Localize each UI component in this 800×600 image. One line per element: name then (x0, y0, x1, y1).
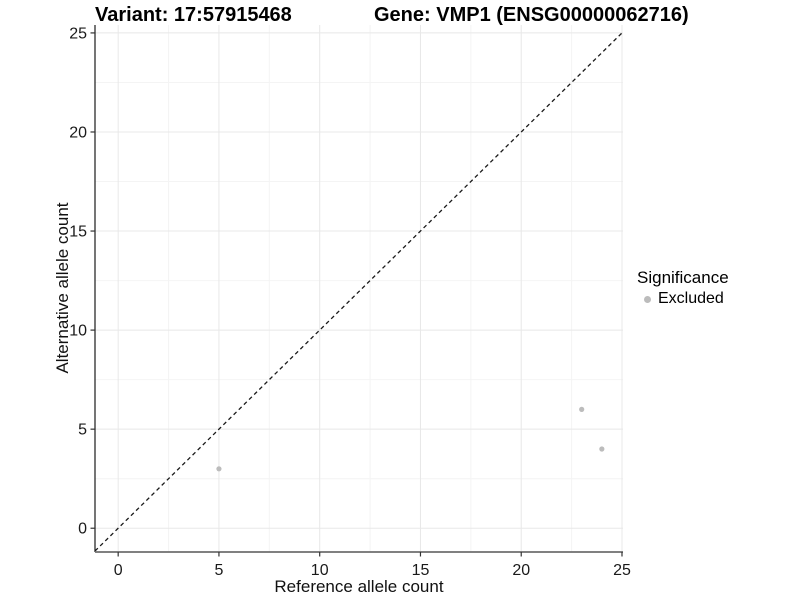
x-tick-label: 25 (613, 562, 631, 579)
data-point (216, 466, 222, 472)
x-axis-title: Reference allele count (274, 577, 444, 596)
legend-key (636, 290, 658, 308)
identity-dashed-line (94, 31, 624, 552)
legend-title: Significance (637, 268, 729, 287)
legend-point-icon (643, 295, 651, 303)
y-tick-label: 10 (69, 323, 87, 340)
legend-item-excluded: Excluded (637, 290, 729, 308)
x-tick-label: 10 (311, 562, 329, 579)
y-tick-label: 20 (69, 124, 87, 141)
y-tick-label: 0 (78, 521, 87, 538)
plot-title-gene: Gene: VMP1 (ENSG00000062716) (374, 4, 689, 26)
x-tick-label: 15 (412, 562, 430, 579)
y-tick-label: 15 (69, 224, 87, 241)
y-axis-title: Alternative allele count (53, 202, 72, 374)
y-tick-label: 25 (69, 25, 87, 42)
legend-item-label: Excluded (658, 290, 724, 307)
y-tick-label: 5 (78, 422, 87, 439)
x-tick-label: 5 (214, 562, 223, 579)
plot-title-variant: Variant: 17:57915468 (95, 4, 292, 26)
x-tick-label: 20 (512, 562, 530, 579)
data-point (579, 406, 585, 412)
legend: Significance Excluded (637, 268, 729, 308)
x-tick-label: 0 (114, 562, 123, 579)
data-point (599, 446, 605, 452)
